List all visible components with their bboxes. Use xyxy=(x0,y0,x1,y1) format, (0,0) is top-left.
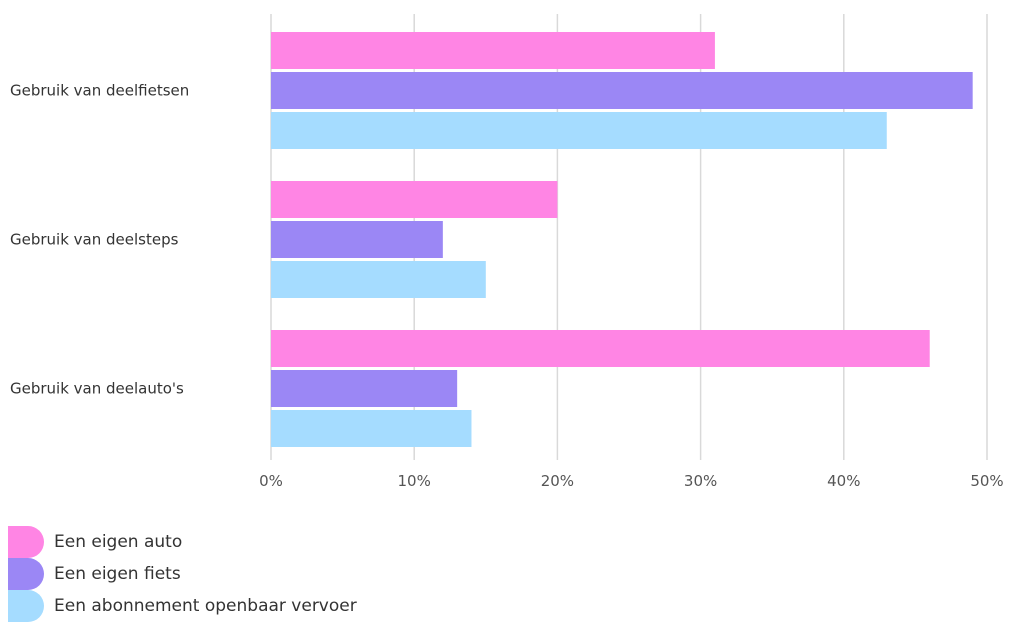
x-tick-label: 10% xyxy=(398,472,431,490)
legend-item: Een eigen auto xyxy=(8,526,357,558)
bar xyxy=(271,32,715,69)
bar-chart: Gebruik van deelfietsen Gebruik van deels… xyxy=(10,14,1004,490)
category-label: Gebruik van deelsteps xyxy=(10,231,179,249)
legend-item: Een eigen fiets xyxy=(8,558,357,590)
bars xyxy=(271,32,973,447)
bar xyxy=(271,72,973,109)
legend: Een eigen auto Een eigen fiets Een abonnem… xyxy=(8,526,357,622)
x-tick-label: 20% xyxy=(541,472,574,490)
legend-item: Een abonnement openbaar vervoer xyxy=(8,590,357,622)
legend-label: Een eigen fiets xyxy=(54,564,181,584)
legend-label: Een eigen auto xyxy=(54,532,183,552)
x-tick-label: 0% xyxy=(259,472,283,490)
x-tick-label: 50% xyxy=(970,472,1003,490)
bar xyxy=(271,410,472,447)
bar xyxy=(271,181,558,218)
x-tick-label: 40% xyxy=(827,472,860,490)
bar xyxy=(271,112,887,149)
legend-label: Een abonnement openbaar vervoer xyxy=(54,596,357,616)
legend-swatch xyxy=(8,558,44,590)
x-tick-label: 30% xyxy=(684,472,717,490)
bar xyxy=(271,370,458,407)
x-axis-ticks: 0% 10% 20% 30% 40% 50% xyxy=(259,472,1004,490)
category-label: Gebruik van deelfietsen xyxy=(10,82,189,100)
category-labels: Gebruik van deelfietsen Gebruik van deels… xyxy=(10,82,189,398)
category-label: Gebruik van deelauto's xyxy=(10,380,184,398)
bar xyxy=(271,221,443,258)
legend-swatch xyxy=(8,526,44,558)
bar xyxy=(271,261,486,298)
bar xyxy=(271,330,930,367)
legend-swatch xyxy=(8,590,44,622)
